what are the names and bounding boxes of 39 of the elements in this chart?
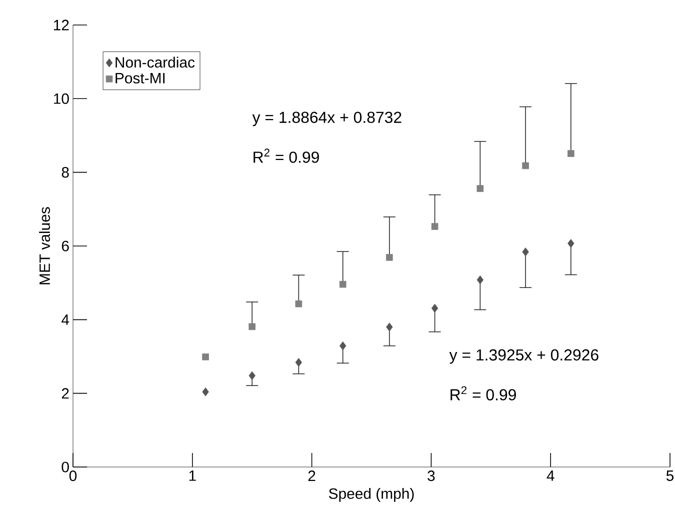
point <box>431 223 438 230</box>
y-tick-label: 10 <box>54 93 69 104</box>
x-axis-title: Speed (mph) <box>328 488 414 502</box>
y-tick-label: 12 <box>54 20 69 30</box>
x-tick-label: 4 <box>546 470 554 481</box>
annotation: R$^{2}$ = 0.99 <box>254 148 319 163</box>
point <box>248 323 256 330</box>
point <box>386 254 393 261</box>
point <box>295 358 302 367</box>
annotation: y = 1.8864x + 0.8732 <box>252 112 402 126</box>
point <box>568 150 574 157</box>
y-tick-label: 2 <box>62 388 69 399</box>
y-tick-label: 4 <box>62 314 70 325</box>
point <box>202 387 209 396</box>
y-axis-title: MET values <box>39 207 50 284</box>
x-tick-label: 0 <box>69 470 77 482</box>
y-tick-label: 6 <box>62 240 69 252</box>
legend-label: Post-MI <box>116 73 165 84</box>
y-tick-label: 8 <box>62 167 69 178</box>
point <box>248 371 256 380</box>
point <box>339 341 346 350</box>
legend-label: Non-cardiac <box>116 56 195 68</box>
y-tick-label: 0 <box>62 462 69 472</box>
point <box>568 239 574 248</box>
point <box>202 353 209 360</box>
annotation: R$^{2}$ = 0.99 <box>450 386 516 400</box>
x-tick-label: 2 <box>308 470 316 481</box>
annotation: y = 1.3925x + 0.2926 <box>449 349 598 364</box>
x-tick-label: 5 <box>666 470 674 481</box>
point <box>476 275 484 284</box>
point <box>295 300 302 308</box>
point <box>522 247 529 256</box>
point <box>339 280 346 288</box>
point <box>476 185 484 192</box>
point <box>522 162 529 170</box>
point <box>431 304 438 313</box>
point <box>386 322 393 332</box>
x-tick-label: 1 <box>189 470 196 481</box>
x-tick-label: 3 <box>428 470 435 482</box>
